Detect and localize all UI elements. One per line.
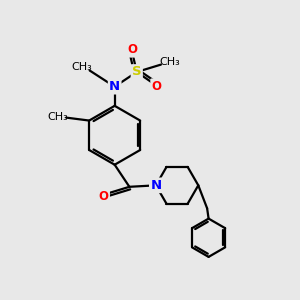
Text: N: N [109,80,120,93]
Text: CH₃: CH₃ [71,62,92,72]
Text: O: O [127,44,137,56]
Text: CH₃: CH₃ [48,112,68,122]
Text: CH₃: CH₃ [159,57,180,67]
Text: S: S [132,65,142,79]
Text: N: N [150,179,161,192]
Text: O: O [99,190,109,203]
Text: O: O [152,80,161,93]
